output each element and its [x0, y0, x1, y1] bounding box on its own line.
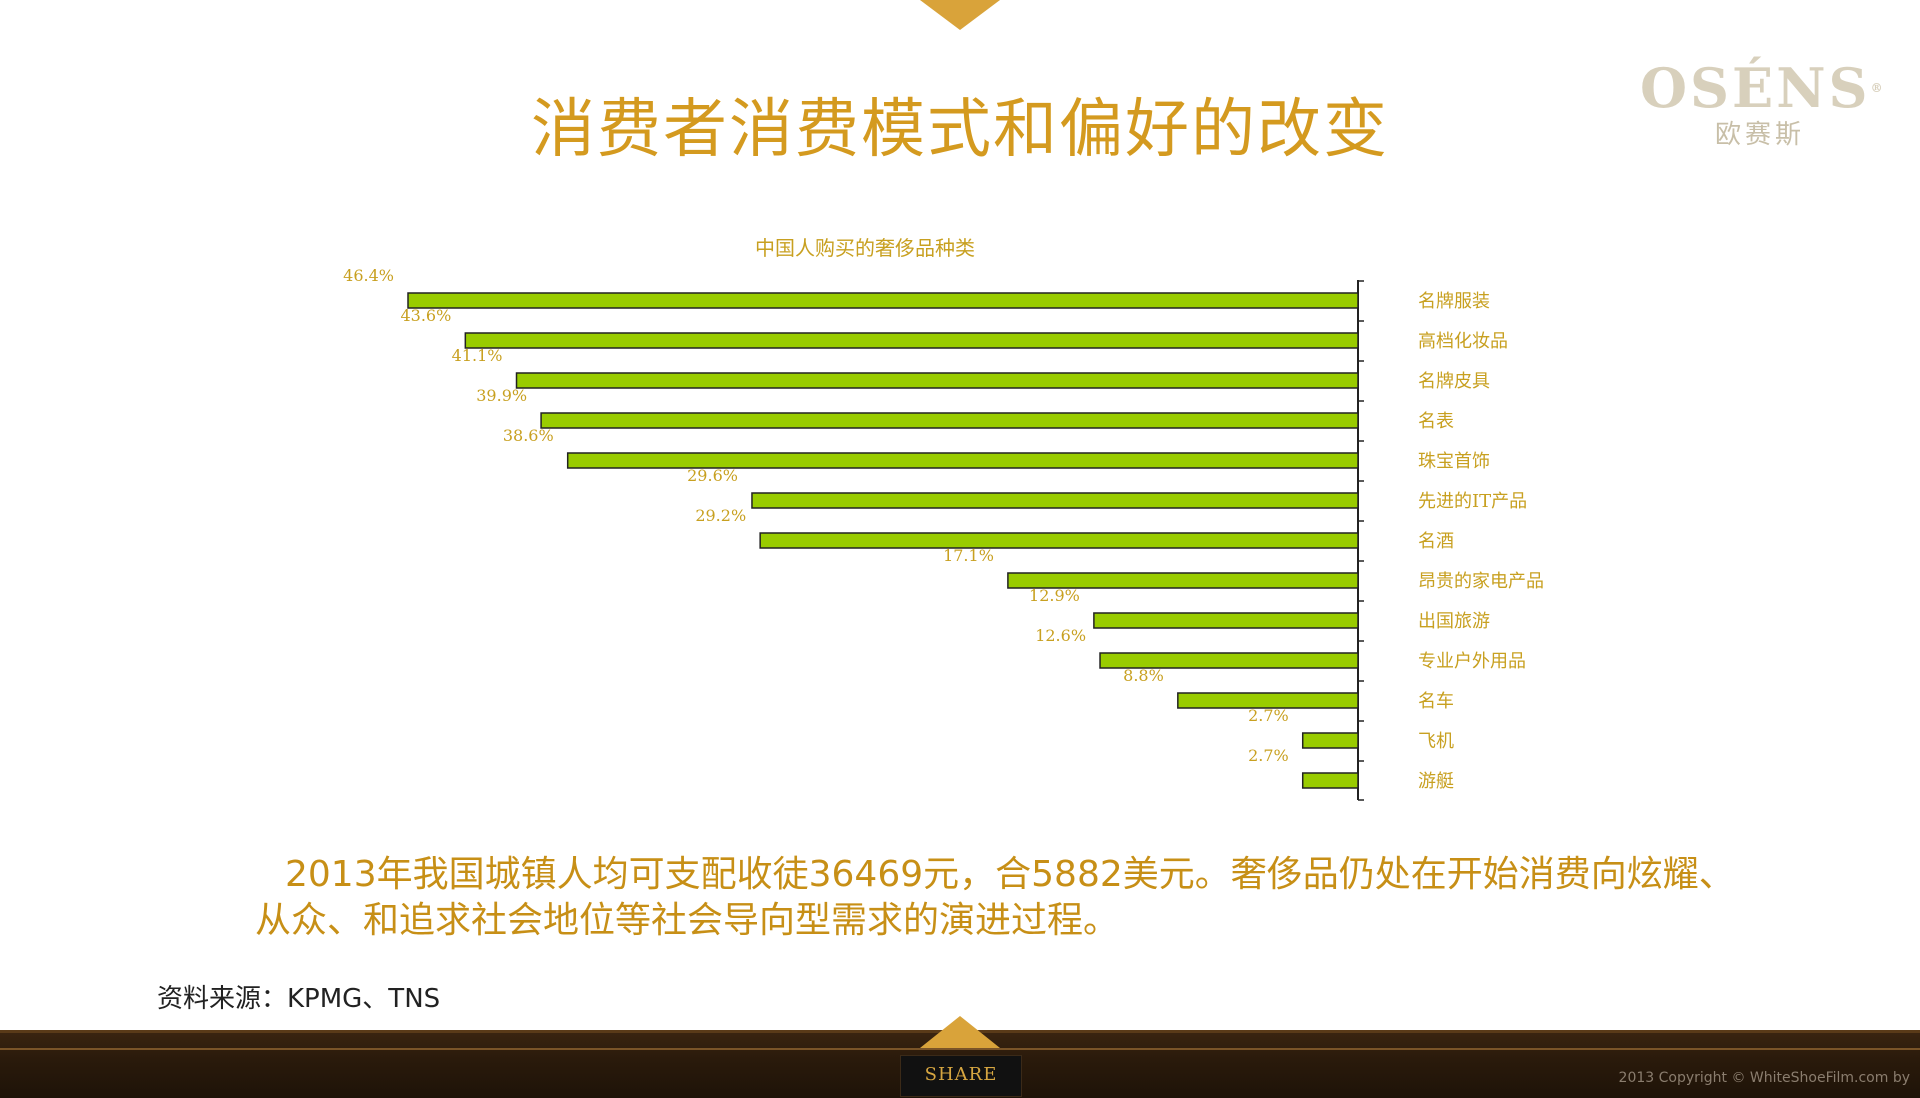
- bar-12: [1301, 732, 1359, 749]
- value-label-8: 17.1%: [943, 546, 994, 565]
- value-label-4: 39.9%: [476, 386, 527, 405]
- value-label-7: 29.2%: [695, 506, 746, 525]
- value-label-2: 43.6%: [400, 306, 451, 325]
- category-label-3: 名牌皮具: [1418, 371, 1490, 392]
- bar-11: [1177, 692, 1359, 709]
- category-label-13: 游艇: [1418, 771, 1454, 792]
- category-label-12: 飞机: [1418, 731, 1454, 752]
- copyright-text: 2013 Copyright © WhiteShoeFilm.com by: [1618, 1070, 1910, 1086]
- category-label-11: 名车: [1418, 691, 1454, 712]
- slide-title: 消费者消费模式和偏好的改变: [531, 93, 1389, 167]
- category-label-4: 名表: [1418, 411, 1454, 432]
- category-label-10: 专业户外用品: [1418, 651, 1526, 672]
- bar-7: [759, 532, 1359, 549]
- chart-title: 中国人购买的奢侈品种类: [755, 236, 975, 260]
- share-button[interactable]: SHARE: [900, 1055, 1022, 1097]
- footer-notch-decoration: [920, 1016, 1000, 1048]
- footer-stripe: [0, 1048, 1920, 1050]
- value-label-9: 12.9%: [1029, 586, 1080, 605]
- logo-wordmark: OSÉNS®: [1640, 56, 1886, 120]
- bar-4: [540, 412, 1359, 429]
- bar-1: [407, 292, 1359, 309]
- value-label-13: 2.7%: [1248, 746, 1289, 765]
- bar-2: [464, 332, 1359, 349]
- bar-8: [1007, 572, 1359, 589]
- category-label-9: 出国旅游: [1418, 611, 1490, 632]
- value-label-6: 29.6%: [687, 466, 738, 485]
- category-label-2: 高档化妆品: [1418, 331, 1508, 352]
- summary-paragraph: 2013年我国城镇人均可支配收徒36469元，合5882美元。奢侈品仍处在开始消…: [255, 854, 1735, 941]
- value-label-10: 12.6%: [1035, 626, 1086, 645]
- value-label-1: 46.4%: [343, 266, 394, 285]
- brand-logo: OSÉNS® 欧赛斯: [1640, 56, 1886, 151]
- bar-10: [1099, 652, 1359, 669]
- category-label-6: 先进的IT产品: [1418, 491, 1527, 512]
- luxury-category-bar-chart: 中国人购买的奢侈品种类 46.4% 名牌服装 43.6% 高档化妆品 41.1% 名牌皮具 3…: [343, 236, 1544, 801]
- category-label-1: 名牌服装: [1418, 291, 1490, 312]
- value-label-5: 38.6%: [503, 426, 554, 445]
- bar-9: [1093, 612, 1359, 629]
- value-label-11: 8.8%: [1123, 666, 1164, 685]
- value-label-3: 41.1%: [452, 346, 503, 365]
- bar-5: [566, 452, 1359, 469]
- category-label-8: 昂贵的家电产品: [1418, 571, 1544, 592]
- category-label-5: 珠宝首饰: [1418, 451, 1490, 472]
- source-note: 资料来源：KPMG、TNS: [157, 984, 441, 1014]
- bar-3: [515, 372, 1359, 389]
- bar-6: [751, 492, 1359, 509]
- logo-chinese-name: 欧赛斯: [1714, 120, 1805, 150]
- category-label-7: 名酒: [1418, 531, 1454, 552]
- value-label-12: 2.7%: [1248, 706, 1289, 725]
- bar-13: [1301, 772, 1359, 789]
- top-notch-decoration: [920, 0, 1000, 30]
